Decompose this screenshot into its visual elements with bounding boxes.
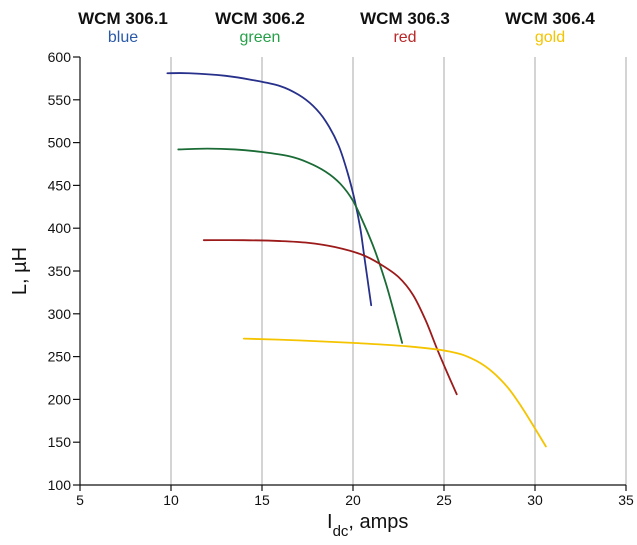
- x-tick-label-10: 10: [163, 492, 179, 508]
- series-line-1: [166, 72, 373, 307]
- x-tick-label-5: 5: [76, 492, 84, 508]
- legend-color-1: blue: [108, 29, 138, 46]
- x-tick-label-25: 25: [436, 492, 452, 508]
- series-line-3: [202, 239, 458, 396]
- y-tick-label-350: 350: [48, 263, 72, 279]
- y-tick-label-600: 600: [48, 49, 72, 65]
- x-axis-title: Idc, amps: [327, 511, 408, 540]
- series-line-4: [242, 337, 547, 448]
- series-curves: [166, 72, 547, 448]
- y-tick-label-400: 400: [48, 220, 72, 236]
- y-tick-label-100: 100: [48, 477, 72, 493]
- y-ticks: 100 150 200 250 300 350 400 450 500 550 600: [48, 49, 80, 493]
- x-tick-label-20: 20: [345, 492, 361, 508]
- legend-color-4: gold: [535, 29, 565, 46]
- x-axis-title-rest: , amps: [348, 511, 408, 533]
- legend-name-3: WCM 306.3: [360, 9, 450, 28]
- x-tick-label-30: 30: [527, 492, 543, 508]
- legend-color-2: green: [240, 29, 281, 46]
- y-axis-title: L, µH: [9, 247, 31, 295]
- y-tick-label-250: 250: [48, 349, 72, 365]
- x-tick-label-15: 15: [254, 492, 270, 508]
- y-tick-label-550: 550: [48, 92, 72, 108]
- x-ticks: 5 10 15 20 25 30 35: [76, 485, 634, 508]
- x-tick-label-35: 35: [618, 492, 634, 508]
- y-tick-label-450: 450: [48, 177, 72, 193]
- legend-color-3: red: [393, 29, 416, 46]
- y-tick-label-300: 300: [48, 306, 72, 322]
- x-axis-title-sub: dc: [333, 523, 349, 540]
- legend-name-1: WCM 306.1: [78, 9, 168, 28]
- series-line-2: [177, 147, 404, 344]
- grid-lines: [170, 57, 627, 485]
- legend-name-4: WCM 306.4: [505, 9, 595, 28]
- x-axis-title-main: I: [327, 511, 333, 533]
- y-tick-label-200: 200: [48, 391, 72, 407]
- y-tick-label-150: 150: [48, 434, 72, 450]
- legend-name-2: WCM 306.2: [215, 9, 305, 28]
- y-tick-label-500: 500: [48, 135, 72, 151]
